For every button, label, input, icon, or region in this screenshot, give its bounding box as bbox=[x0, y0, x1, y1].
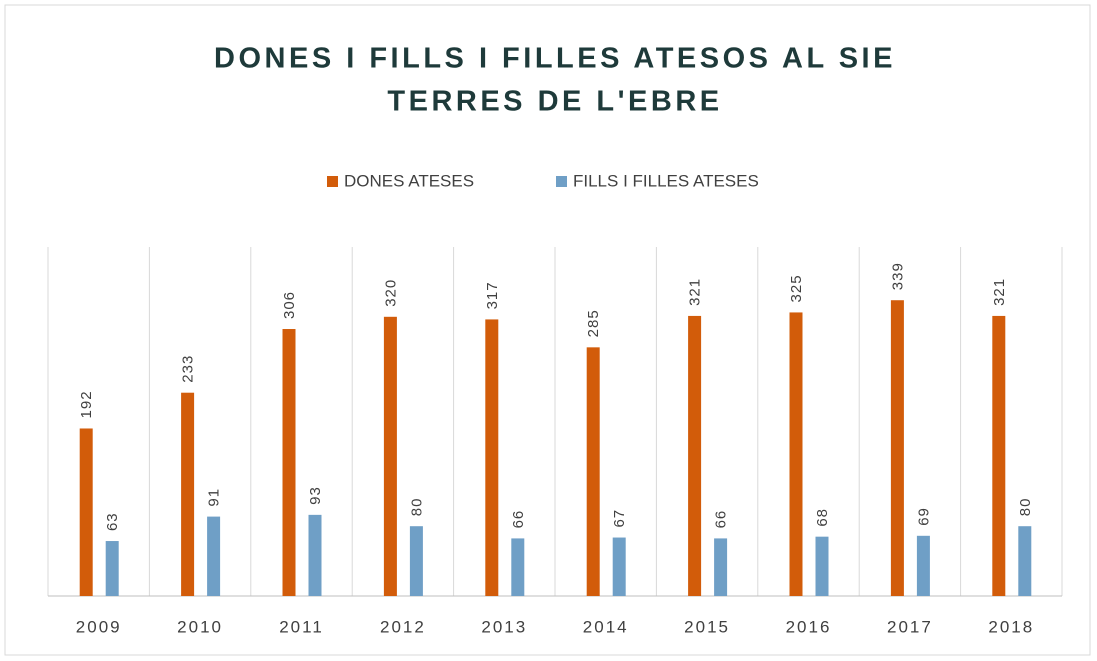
data-label: 306 bbox=[281, 291, 298, 319]
chart-title: DONES I FILLS I FILLES ATESOS AL SIE bbox=[214, 43, 896, 75]
bar bbox=[612, 537, 626, 596]
bar bbox=[383, 316, 397, 596]
bar bbox=[890, 300, 904, 596]
data-label: 321 bbox=[991, 278, 1008, 306]
data-label: 233 bbox=[180, 355, 197, 383]
bar bbox=[815, 536, 829, 596]
x-tick-label: 2017 bbox=[887, 617, 933, 636]
legend-label: FILLS I FILLES ATESES bbox=[573, 171, 759, 190]
bar bbox=[79, 428, 93, 596]
bar bbox=[992, 315, 1006, 596]
data-label: 339 bbox=[889, 262, 906, 290]
data-label: 69 bbox=[915, 507, 932, 526]
data-label: 192 bbox=[78, 390, 95, 418]
data-label: 80 bbox=[1017, 498, 1034, 517]
legend-swatch bbox=[327, 176, 338, 187]
bar bbox=[485, 319, 499, 596]
bar bbox=[1018, 526, 1032, 596]
x-tick-label: 2016 bbox=[786, 617, 832, 636]
data-label: 317 bbox=[484, 281, 501, 309]
data-label: 91 bbox=[206, 488, 223, 507]
data-label: 325 bbox=[788, 274, 805, 302]
data-label: 93 bbox=[307, 486, 324, 505]
data-label: 66 bbox=[713, 510, 730, 529]
data-label: 320 bbox=[382, 279, 399, 307]
bar bbox=[714, 538, 728, 596]
legend-label: DONES ATESES bbox=[344, 171, 474, 190]
chart-title: TERRES DE L'EBRE bbox=[387, 86, 722, 118]
chart-frame bbox=[4, 4, 1091, 656]
x-tick-label: 2010 bbox=[177, 617, 223, 636]
data-label: 321 bbox=[687, 278, 704, 306]
x-tick-label: 2011 bbox=[279, 617, 324, 636]
bar bbox=[207, 516, 221, 596]
data-label: 285 bbox=[585, 309, 602, 337]
x-tick-label: 2009 bbox=[76, 617, 122, 636]
data-label: 66 bbox=[510, 510, 527, 529]
bar bbox=[282, 329, 296, 596]
bar bbox=[409, 526, 423, 596]
data-label: 80 bbox=[408, 498, 425, 517]
bar bbox=[308, 514, 322, 596]
x-tick-label: 2018 bbox=[988, 617, 1034, 636]
bar bbox=[688, 315, 702, 596]
bar bbox=[916, 535, 930, 596]
data-label: 63 bbox=[104, 512, 121, 531]
bar bbox=[511, 538, 525, 596]
bar bbox=[586, 347, 600, 596]
data-label: 68 bbox=[814, 508, 831, 527]
bar bbox=[105, 541, 119, 596]
bar bbox=[181, 392, 195, 596]
x-tick-label: 2013 bbox=[481, 617, 527, 636]
x-tick-label: 2014 bbox=[583, 617, 629, 636]
x-tick-label: 2012 bbox=[380, 617, 426, 636]
bar bbox=[789, 312, 803, 596]
x-tick-label: 2015 bbox=[684, 617, 730, 636]
legend-swatch bbox=[556, 176, 567, 187]
data-label: 67 bbox=[611, 509, 628, 528]
